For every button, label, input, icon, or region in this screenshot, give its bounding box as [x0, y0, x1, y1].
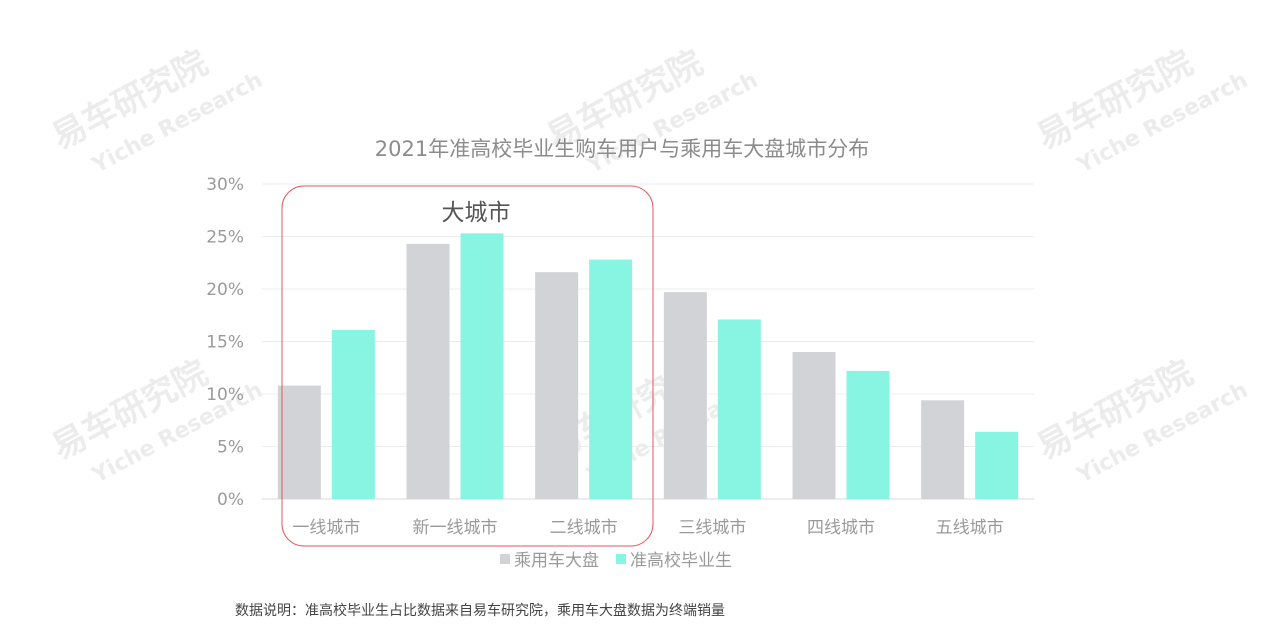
legend-swatch — [616, 554, 626, 564]
y-tick-label: 25% — [206, 228, 244, 248]
highlight-box — [281, 185, 654, 547]
y-axis-ticks: 0% 5% 10% 15% 20% 25% 30% — [206, 175, 244, 510]
y-tick-label: 5% — [217, 438, 244, 458]
bar-graduates — [460, 233, 504, 499]
legend: 乘用车大盘 准高校毕业生 — [500, 551, 732, 571]
x-tick-label: 新一线城市 — [413, 518, 498, 538]
x-axis-labels: 一线城市 新一线城市 二线城市 三线城市 四线城市 五线城市 — [292, 518, 1003, 538]
legend-swatch — [500, 554, 510, 564]
x-tick-label: 五线城市 — [936, 518, 1004, 538]
bar-market — [277, 385, 321, 499]
x-tick-label: 四线城市 — [807, 518, 875, 538]
y-tick-label: 15% — [206, 333, 244, 353]
bar-market — [663, 292, 707, 499]
bar-market — [792, 352, 836, 499]
bar-market — [406, 243, 450, 499]
bar-market — [921, 400, 965, 499]
gridlines — [262, 183, 1034, 500]
data-note: 数据说明：准高校毕业生占比数据来自易车研究院，乘用车大盘数据为终端销量 — [235, 602, 725, 619]
bar-graduates — [589, 259, 633, 499]
y-tick-label: 30% — [206, 175, 244, 195]
big-city-annotation: 大城市 — [442, 200, 511, 226]
y-tick-label: 10% — [206, 385, 244, 405]
x-tick-label: 三线城市 — [678, 518, 746, 538]
legend-label: 准高校毕业生 — [630, 551, 732, 571]
y-tick-label: 20% — [206, 280, 244, 300]
chart-title: 2021年准高校毕业生购车用户与乘用车大盘城市分布 — [375, 137, 869, 161]
x-tick-label: 二线城市 — [550, 518, 618, 538]
x-tick-label: 一线城市 — [292, 518, 360, 538]
bar-market — [535, 272, 579, 499]
bar-graduates — [846, 370, 890, 499]
y-tick-label: 0% — [217, 490, 244, 510]
bar-graduates — [975, 431, 1019, 499]
bar-graduates — [717, 319, 761, 499]
bars — [277, 233, 1019, 499]
legend-label: 乘用车大盘 — [514, 551, 599, 571]
bar-graduates — [331, 329, 375, 499]
